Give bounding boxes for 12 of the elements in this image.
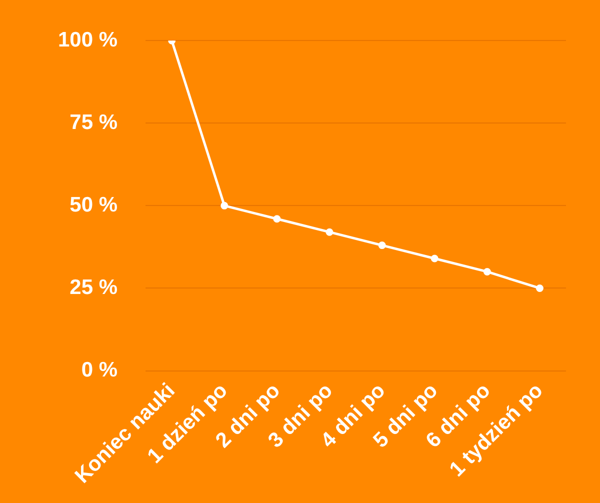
point [378,242,386,250]
y-tick-label: 25 % [70,276,118,300]
point [430,254,438,262]
point [536,284,544,292]
point [273,215,281,223]
y-tick-label: 0 % [81,358,118,382]
point [483,268,491,276]
point [220,202,228,210]
y-tick-label: 75 % [70,110,118,134]
point [326,228,334,236]
y-tick-label: 100 % [58,28,118,52]
y-tick-label: 50 % [70,193,118,216]
